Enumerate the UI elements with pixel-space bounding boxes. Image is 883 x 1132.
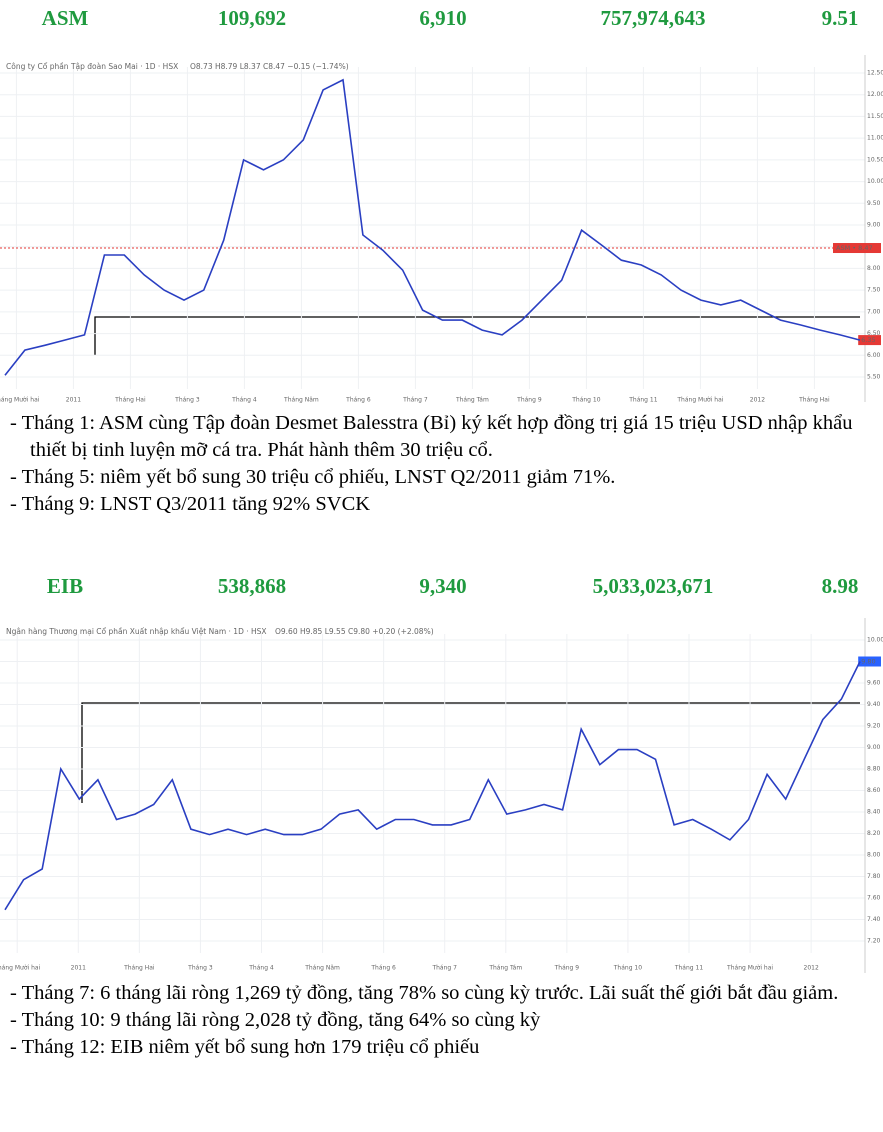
- y-tick-label: 7.20: [867, 938, 881, 945]
- y-tick-label: 10.00: [867, 178, 883, 185]
- reference-line: [94, 316, 860, 355]
- x-tick-label: Tháng Năm: [304, 965, 340, 972]
- x-tick-label: Tháng 3: [174, 397, 200, 404]
- price-line: [4, 661, 861, 911]
- x-tick-label: Tháng 6: [345, 397, 371, 404]
- reference-line: [81, 702, 860, 803]
- header-cell: 9.51: [821, 6, 859, 30]
- x-tick-label: 2012: [804, 965, 819, 972]
- x-tick-label: Tháng Mười hai: [0, 397, 40, 404]
- stock-chart: 5.506.006.507.007.508.008.509.009.5010.0…: [0, 55, 883, 407]
- x-tick-label: Tháng 10: [571, 397, 600, 404]
- y-tick-label: 7.80: [867, 873, 881, 880]
- x-tick-label: Tháng 10: [613, 965, 642, 972]
- y-tick-label: 7.50: [867, 287, 881, 294]
- y-tick-label: 11.50: [867, 113, 883, 120]
- y-tick-label: 9.00: [867, 744, 881, 751]
- note: - Tháng 10: 9 tháng lãi ròng 2,028 tỷ đồ…: [10, 1009, 541, 1031]
- x-tick-label: Tháng Hai: [123, 965, 155, 972]
- price-label: ASM • 8.47: [836, 244, 873, 252]
- y-tick-label: 6.50: [867, 330, 881, 337]
- y-tick-label: 11.00: [867, 135, 883, 142]
- y-tick-label: 8.00: [867, 852, 881, 859]
- header-row: ASM 109,692 6,910 757,974,643 9.51: [0, 2, 883, 36]
- note: - Tháng 12: EIB niêm yết bổ sung hơn 179…: [10, 1036, 480, 1058]
- y-tick-label: 8.80: [867, 766, 881, 773]
- y-tick-label: 8.20: [867, 830, 881, 837]
- y-tick-label: 10.50: [867, 156, 883, 163]
- note: - Tháng 7: 6 tháng lãi ròng 1,269 tỷ đồn…: [10, 982, 839, 1004]
- x-tick-label: Tháng Mười hai: [0, 965, 41, 972]
- y-tick-label: 12.00: [867, 91, 883, 98]
- price-line: [4, 78, 861, 376]
- note: - Tháng 5: niêm yết bổ sung 30 triệu cổ …: [10, 466, 616, 488]
- header-cell: 8.98: [821, 574, 859, 598]
- price-marker: [858, 335, 881, 346]
- x-tick-label: Tháng 11: [628, 397, 657, 404]
- chart-bg: [0, 618, 883, 978]
- y-tick-label: 8.40: [867, 809, 881, 816]
- x-tick-label: 2011: [66, 397, 81, 404]
- x-tick-label: Tháng 6: [370, 965, 396, 972]
- x-tick-label: Tháng 9: [516, 397, 542, 404]
- y-tick-label: 10.00: [867, 637, 883, 644]
- x-tick-label: 2012: [750, 397, 765, 404]
- x-tick-label: Tháng 7: [431, 965, 457, 972]
- y-tick-label: 9.40: [867, 701, 881, 708]
- note: - Tháng 1: ASM cùng Tập đoàn Desmet Bale…: [10, 412, 853, 461]
- notes: - Tháng 7: 6 tháng lãi ròng 1,269 tỷ đồn…: [10, 980, 870, 1061]
- x-tick-label: Tháng Tám: [455, 397, 489, 404]
- chart-title: Công ty Cổ phần Tập đoàn Sao Mai · 1D · …: [6, 62, 178, 71]
- x-tick-label: Tháng 11: [674, 965, 703, 972]
- price-label: 6.35: [861, 336, 875, 344]
- header-cell: 9,340: [419, 574, 467, 598]
- stock-chart: 7.20 7.40 7.60 7.80 8.00 8.20 8.40 8.60 8.80 9.00…: [0, 618, 883, 978]
- x-tick-label: 2011: [71, 965, 86, 972]
- y-tick-label: 5.50: [867, 374, 881, 381]
- price-label: 9.80: [861, 658, 875, 666]
- ticker: EIB: [46, 574, 84, 598]
- y-tick-label: 7.40: [867, 916, 881, 923]
- ohlc: O9.60 H9.85 L9.55 C9.80 +0.20 (+2.08%): [275, 627, 434, 636]
- x-tick-label: Tháng Năm: [283, 397, 319, 404]
- header-cell: 757,974,643: [600, 6, 706, 30]
- y-tick-label: 9.00: [867, 222, 881, 229]
- x-tick-label: Tháng 4: [248, 965, 274, 972]
- x-tick-label: Tháng Mười hai: [676, 397, 723, 404]
- header-row: EIB 538,868 9,340 5,033,023,671 8.98: [0, 570, 883, 604]
- y-tick-label: 8.00: [867, 265, 881, 272]
- x-tick-label: Tháng 7: [402, 397, 428, 404]
- chart-bg: [0, 55, 883, 407]
- y-tick-label: 6.00: [867, 352, 881, 359]
- notes: - Tháng 1: ASM cùng Tập đoàn Desmet Bale…: [10, 410, 870, 518]
- y-tick-label: 12.50: [867, 70, 883, 77]
- y-tick-label: 7.60: [867, 895, 881, 902]
- x-tick-label: Tháng Tám: [488, 965, 522, 972]
- note: - Tháng 9: LNST Q3/2011 tăng 92% SVCK: [10, 493, 371, 515]
- x-tick-label: Tháng Hai: [798, 397, 830, 404]
- y-tick-label: 9.20: [867, 723, 881, 730]
- price-marker: [858, 656, 881, 667]
- x-tick-label: Tháng Mười hai: [726, 965, 773, 972]
- header-cell: 6,910: [419, 6, 467, 30]
- ohlc: O8.73 H8.79 L8.37 C8.47 −0.15 (−1.74%): [190, 62, 349, 71]
- x-tick-label: Tháng 4: [231, 397, 257, 404]
- x-tick-label: Tháng 3: [187, 965, 213, 972]
- header-cell: 109,692: [217, 6, 287, 30]
- header-cell: 5,033,023,671: [592, 574, 714, 598]
- ticker: ASM: [41, 6, 89, 30]
- y-tick-label: 7.00: [867, 308, 881, 315]
- x-tick-label: Tháng Hai: [114, 397, 146, 404]
- y-tick-label: 9.50: [867, 200, 881, 207]
- price-marker: [833, 243, 881, 254]
- chart-title: Ngân hàng Thương mại Cổ phần Xuất nhập k…: [6, 627, 267, 636]
- header-cell: 538,868: [217, 574, 287, 598]
- x-tick-label: Tháng 9: [554, 965, 580, 972]
- y-tick-label: 9.60: [867, 680, 881, 687]
- y-tick-label: 8.60: [867, 787, 881, 794]
